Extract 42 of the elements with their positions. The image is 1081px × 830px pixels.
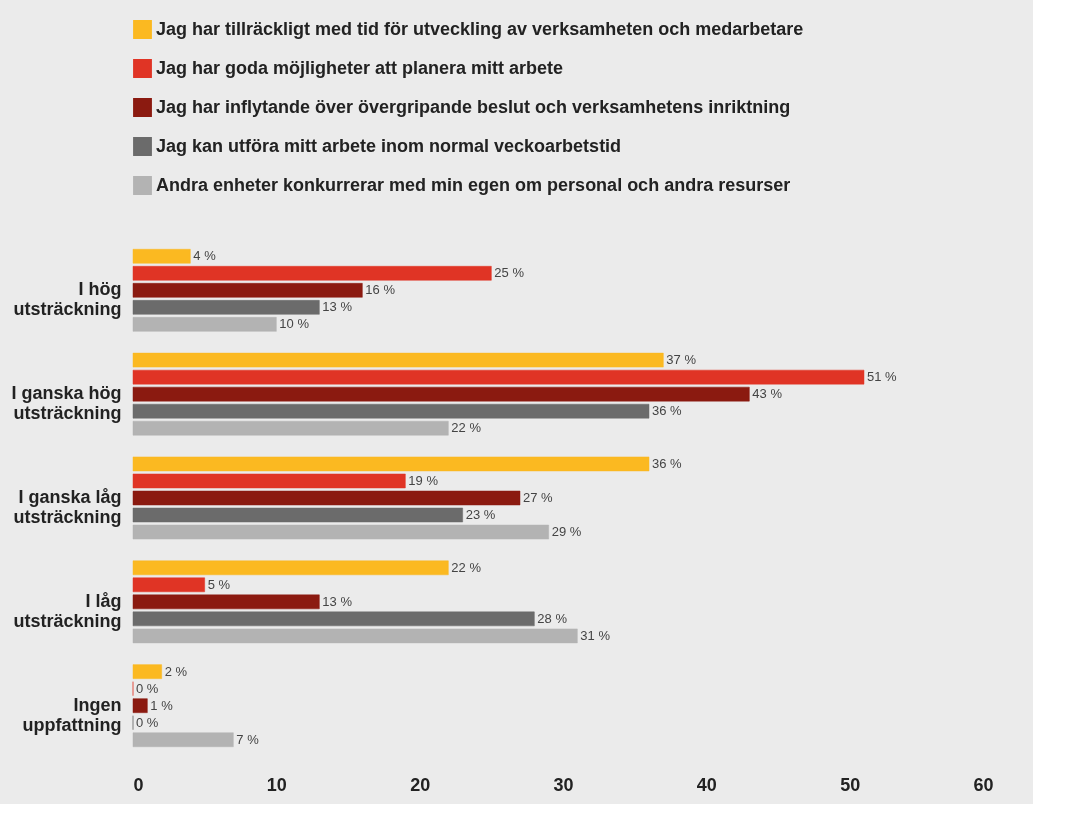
data-label: 19 %: [408, 472, 439, 488]
data-label: 5 %: [207, 576, 231, 592]
data-label: 2 %: [164, 663, 188, 679]
legend-label: Jag har inflytande över övergripande beslut och verksamhetens inriktning: [156, 96, 791, 117]
data-label: 22 %: [451, 559, 482, 575]
data-label: 31 %: [580, 627, 611, 643]
data-label: 25 %: [494, 265, 525, 281]
data-label: 23 %: [465, 507, 496, 523]
data-label: 13 %: [322, 593, 353, 609]
data-label: 36 %: [652, 403, 683, 419]
data-label: 43 %: [752, 386, 783, 402]
y-tick-label: Ingen uppfattning: [22, 694, 122, 735]
y-tick-label: I låg utsträckning: [13, 590, 122, 631]
data-label: 51 %: [867, 369, 898, 385]
x-tick-label: 50: [840, 774, 861, 795]
x-tick-label: 30: [553, 774, 574, 795]
data-label: 37 %: [666, 352, 697, 368]
x-tick-label: 60: [973, 774, 994, 795]
y-tick-label: I ganska hög utsträckning: [11, 383, 122, 424]
legend-label: Andra enheter konkurrerar med min egen om personal och andra resurser: [156, 174, 791, 195]
y-tick-label: I hög utsträckning: [13, 279, 122, 320]
x-tick-label: 40: [696, 774, 717, 795]
data-label: 0 %: [136, 714, 159, 730]
legend-label: Jag har tillräckligt med tid för utveckling av verksamheten och medarbetare: [156, 18, 804, 39]
x-tick-label: 0: [133, 774, 144, 795]
data-label: 10 %: [279, 316, 310, 332]
data-label: 7 %: [236, 731, 260, 747]
data-label: 1 %: [150, 697, 174, 713]
data-label: 16 %: [365, 282, 396, 298]
data-label: 4 %: [193, 248, 217, 264]
data-label: 13 %: [322, 299, 353, 315]
data-label: 28 %: [537, 610, 568, 626]
data-label: 27 %: [523, 490, 554, 505]
legend-label: Jag har goda möjligheter att planera mitt arbete: [156, 57, 564, 78]
x-tick-label: 20: [410, 774, 431, 795]
data-label: 29 %: [551, 524, 582, 540]
data-label: 22 %: [451, 420, 482, 436]
y-tick-label: I ganska låg utsträckning: [13, 487, 122, 527]
data-label: 36 %: [652, 455, 683, 471]
data-label: 0 %: [136, 680, 159, 696]
x-tick-label: 10: [266, 774, 287, 795]
legend-label: Jag kan utföra mitt arbete inom normal veckoarbetstid: [156, 135, 622, 156]
